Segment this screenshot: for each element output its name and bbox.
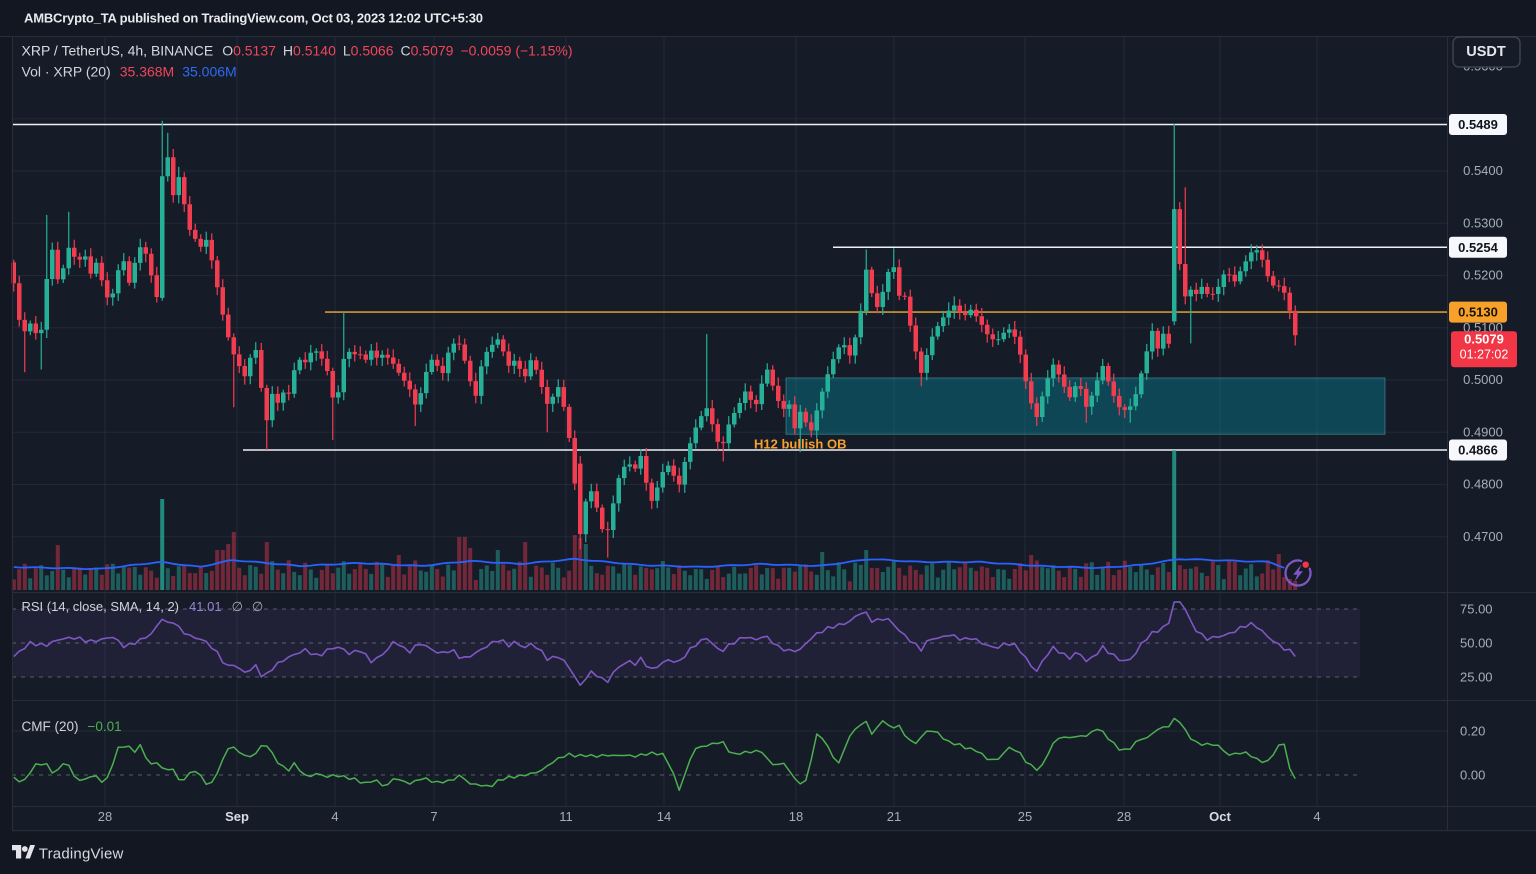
svg-text:Oct: Oct (1209, 809, 1231, 824)
svg-text:75.00: 75.00 (1460, 602, 1493, 617)
svg-text:4: 4 (1313, 809, 1320, 824)
svg-text:50.00: 50.00 (1460, 636, 1493, 651)
svg-text:0.5254: 0.5254 (1458, 240, 1499, 255)
svg-text:25.00: 25.00 (1460, 670, 1493, 685)
svg-text:0.4900: 0.4900 (1463, 425, 1503, 440)
svg-text:0.5200: 0.5200 (1463, 268, 1503, 283)
svg-text:0.5400: 0.5400 (1463, 163, 1503, 178)
svg-text:0.20: 0.20 (1460, 724, 1485, 739)
svg-text:18: 18 (789, 809, 803, 824)
svg-text:AMBCrypto_TA published on Trad: AMBCrypto_TA published on TradingView.co… (24, 11, 483, 26)
svg-text:21: 21 (887, 809, 901, 824)
svg-text:TradingView: TradingView (39, 845, 124, 862)
svg-text:0.5130: 0.5130 (1458, 305, 1498, 320)
svg-text:USDT: USDT (1466, 44, 1506, 60)
svg-text:0.4866: 0.4866 (1458, 443, 1498, 458)
svg-text:25: 25 (1018, 809, 1032, 824)
svg-text:0.5079: 0.5079 (1464, 332, 1504, 347)
svg-text:0.5000: 0.5000 (1463, 372, 1503, 387)
svg-text:28: 28 (1117, 809, 1131, 824)
svg-text:7: 7 (430, 809, 437, 824)
svg-text:28: 28 (98, 809, 112, 824)
svg-text:H12 bullish OB: H12 bullish OB (754, 437, 846, 452)
svg-text:Sep: Sep (225, 809, 249, 824)
svg-text:0.00: 0.00 (1460, 768, 1485, 783)
svg-text:CMF (20)−0.01: CMF (20) −0.01 (22, 719, 122, 734)
svg-text:01:27:02: 01:27:02 (1460, 348, 1509, 362)
svg-text:0.5100: 0.5100 (1463, 320, 1503, 335)
svg-text:0.4800: 0.4800 (1463, 477, 1503, 492)
svg-text:0.5300: 0.5300 (1463, 215, 1503, 230)
svg-text:11: 11 (559, 809, 573, 824)
svg-text:0.4700: 0.4700 (1463, 529, 1503, 544)
svg-text:4: 4 (331, 809, 338, 824)
svg-text:0.5489: 0.5489 (1458, 117, 1498, 132)
svg-text:RSI (14, close, SMA, 14, 2)41.: RSI (14, close, SMA, 14, 2) 41.01 ∅ ∅ (22, 599, 264, 614)
svg-text:14: 14 (657, 809, 671, 824)
